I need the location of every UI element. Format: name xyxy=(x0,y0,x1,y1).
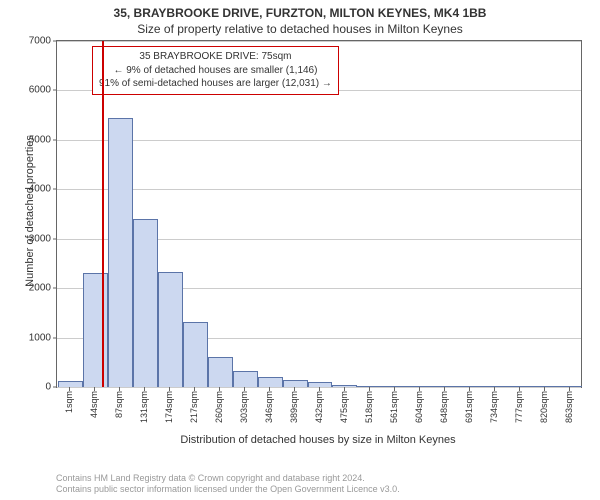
footer-line-1: Contains HM Land Registry data © Crown c… xyxy=(56,473,400,485)
marker-infobox: 35 BRAYBROOKE DRIVE: 75sqm ← 9% of detac… xyxy=(92,46,339,95)
ytick-mark xyxy=(53,288,57,289)
marker-line xyxy=(102,41,104,387)
xtick-label: 131sqm xyxy=(139,391,149,423)
bar xyxy=(58,381,83,387)
bar xyxy=(557,386,582,387)
ytick-label: 7000 xyxy=(29,36,51,47)
xtick-label: 604sqm xyxy=(414,391,424,423)
x-axis-label: Distribution of detached houses by size … xyxy=(56,434,580,446)
xtick-label: 174sqm xyxy=(164,391,174,423)
xtick-label: 648sqm xyxy=(439,391,449,423)
bar xyxy=(283,380,308,387)
bar xyxy=(507,386,532,387)
ytick-label: 0 xyxy=(45,382,51,393)
bar xyxy=(308,382,333,387)
xtick-label: 518sqm xyxy=(364,391,374,423)
xtick-label: 734sqm xyxy=(489,391,499,423)
bar xyxy=(108,118,133,387)
gridline xyxy=(57,140,581,141)
gridline xyxy=(57,41,581,42)
ytick-mark xyxy=(53,189,57,190)
chart-container: 35, BRAYBROOKE DRIVE, FURZTON, MILTON KE… xyxy=(0,0,600,500)
y-axis-label: Number of detached properties xyxy=(24,121,36,301)
ytick-mark xyxy=(53,238,57,239)
ytick-mark xyxy=(53,139,57,140)
xtick-label: 691sqm xyxy=(464,391,474,423)
ytick-mark xyxy=(53,41,57,42)
bar xyxy=(158,272,183,387)
xtick-label: 87sqm xyxy=(114,391,124,418)
bar xyxy=(407,386,432,387)
ytick-mark xyxy=(53,337,57,338)
footer-line-2: Contains public sector information licen… xyxy=(56,484,400,496)
footer-attribution: Contains HM Land Registry data © Crown c… xyxy=(56,473,400,496)
bar xyxy=(332,385,357,387)
bar xyxy=(357,386,382,387)
ytick-label: 6000 xyxy=(29,85,51,96)
infobox-line-2: ← 9% of detached houses are smaller (1,1… xyxy=(99,64,332,78)
bar xyxy=(482,386,507,387)
xtick-label: 217sqm xyxy=(189,391,199,423)
bar xyxy=(233,371,258,387)
bar xyxy=(183,322,208,387)
infobox-line-3: 91% of semi-detached houses are larger (… xyxy=(99,77,332,91)
xtick-label: 475sqm xyxy=(339,391,349,423)
xtick-label: 777sqm xyxy=(514,391,524,423)
bar xyxy=(382,386,407,387)
bar xyxy=(133,219,158,387)
bar xyxy=(258,377,283,387)
xtick-label: 346sqm xyxy=(264,391,274,423)
xtick-label: 432sqm xyxy=(314,391,324,423)
bar xyxy=(208,357,233,387)
bar xyxy=(432,386,457,387)
infobox-line-1: 35 BRAYBROOKE DRIVE: 75sqm xyxy=(99,50,332,64)
xtick-label: 44sqm xyxy=(89,391,99,418)
xtick-label: 260sqm xyxy=(214,391,224,423)
xtick-label: 820sqm xyxy=(539,391,549,423)
ytick-mark xyxy=(53,387,57,388)
xtick-label: 389sqm xyxy=(289,391,299,423)
ytick-mark xyxy=(53,90,57,91)
bar xyxy=(457,386,482,387)
bar xyxy=(83,273,108,387)
xtick-label: 303sqm xyxy=(239,391,249,423)
xtick-label: 1sqm xyxy=(64,391,74,413)
ytick-label: 1000 xyxy=(29,332,51,343)
bar xyxy=(532,386,557,387)
gridline xyxy=(57,189,581,190)
xtick-label: 561sqm xyxy=(389,391,399,423)
xtick-label: 863sqm xyxy=(564,391,574,423)
